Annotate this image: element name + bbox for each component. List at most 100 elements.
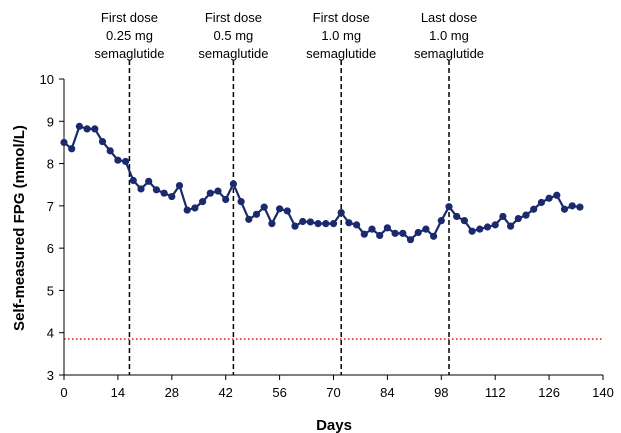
dose-annotation-label: Last dose (421, 10, 477, 25)
data-point (483, 223, 492, 231)
data-point (507, 222, 515, 230)
data-point (60, 138, 68, 147)
data-point (337, 209, 345, 217)
data-point (499, 212, 507, 221)
data-point (168, 192, 176, 201)
x-tick-label: 126 (538, 385, 560, 400)
data-point (376, 231, 384, 240)
data-point (399, 229, 407, 237)
data-point (422, 225, 430, 233)
data-point (152, 186, 160, 194)
x-tick-label: 42 (218, 385, 232, 400)
data-point (222, 195, 230, 204)
dose-annotation-label: 0.5 mg (214, 28, 254, 43)
data-point (106, 147, 114, 155)
x-tick-label: 56 (272, 385, 286, 400)
dose-annotation-label: First dose (101, 10, 158, 25)
data-point (183, 206, 191, 214)
data-point (137, 185, 145, 193)
data-point (75, 122, 83, 130)
data-point (322, 220, 330, 228)
data-point (576, 203, 584, 211)
data-point (514, 214, 522, 223)
data-point (406, 236, 415, 244)
y-tick-label: 6 (47, 241, 54, 256)
x-tick-label: 14 (111, 385, 125, 400)
data-point (329, 220, 338, 228)
data-point (129, 176, 137, 185)
data-point (268, 220, 276, 228)
dose-annotation-label: semaglutide (306, 46, 376, 61)
data-point (283, 207, 291, 215)
data-point (175, 181, 184, 190)
dose-annotation-label: First dose (205, 10, 262, 25)
dose-annotation-label: 1.0 mg (321, 28, 361, 43)
data-point (537, 198, 546, 207)
y-axis-title: Self-measured FPG (mmol/L) (11, 125, 28, 331)
dose-annotation-label: semaglutide (94, 46, 164, 61)
data-point (383, 224, 391, 232)
data-point (191, 204, 199, 212)
data-point (360, 230, 368, 238)
data-point (345, 219, 353, 227)
x-tick-label: 84 (380, 385, 394, 400)
data-point (553, 191, 561, 199)
data-point (83, 125, 91, 133)
data-point (353, 221, 361, 229)
data-point (445, 203, 453, 211)
data-point (237, 198, 245, 206)
data-point (414, 228, 422, 237)
data-point (430, 232, 438, 240)
axes (59, 78, 604, 380)
y-tick-label: 10 (40, 72, 54, 87)
data-point (206, 189, 214, 197)
dose-annotation-label: 1.0 mg (429, 28, 469, 43)
data-point (260, 203, 268, 211)
data-point (530, 205, 538, 213)
data-point (468, 227, 476, 235)
y-tick-label: 9 (47, 114, 54, 129)
data-point (522, 211, 530, 219)
series-layer (60, 122, 584, 244)
data-point (299, 217, 307, 226)
data-point (68, 145, 76, 153)
data-point (199, 198, 207, 206)
x-tick-label: 112 (485, 385, 506, 400)
data-point (545, 194, 553, 202)
dose-annotation-label: semaglutide (198, 46, 268, 61)
data-point (368, 225, 376, 233)
data-point (437, 217, 445, 225)
y-tick-label: 8 (47, 157, 54, 172)
data-point (214, 187, 222, 195)
x-axis-title: Days (316, 417, 352, 433)
data-point (460, 217, 468, 225)
series-line (63, 125, 581, 241)
data-point (314, 220, 322, 228)
y-tick-label: 7 (47, 199, 54, 214)
data-point (568, 202, 576, 210)
data-point (229, 180, 237, 188)
data-point (98, 137, 107, 146)
x-tick-label: 140 (592, 385, 614, 400)
data-point (145, 177, 153, 185)
data-point (306, 218, 314, 226)
data-point (160, 189, 168, 197)
data-point (252, 210, 261, 218)
data-point (291, 222, 299, 230)
data-point (122, 157, 130, 166)
data-point (276, 205, 284, 213)
dose-annotation-label: semaglutide (414, 46, 484, 61)
data-point (391, 229, 399, 237)
dose-annotation-label: 0.25 mg (106, 28, 153, 43)
data-point (476, 225, 484, 233)
data-point (91, 125, 99, 133)
x-tick-label: 98 (434, 385, 448, 400)
data-point (114, 156, 122, 164)
y-tick-label: 3 (47, 368, 54, 383)
data-point (453, 212, 461, 221)
dose-annotation-label: First dose (313, 10, 370, 25)
data-point (245, 215, 253, 223)
x-tick-label: 28 (165, 385, 179, 400)
